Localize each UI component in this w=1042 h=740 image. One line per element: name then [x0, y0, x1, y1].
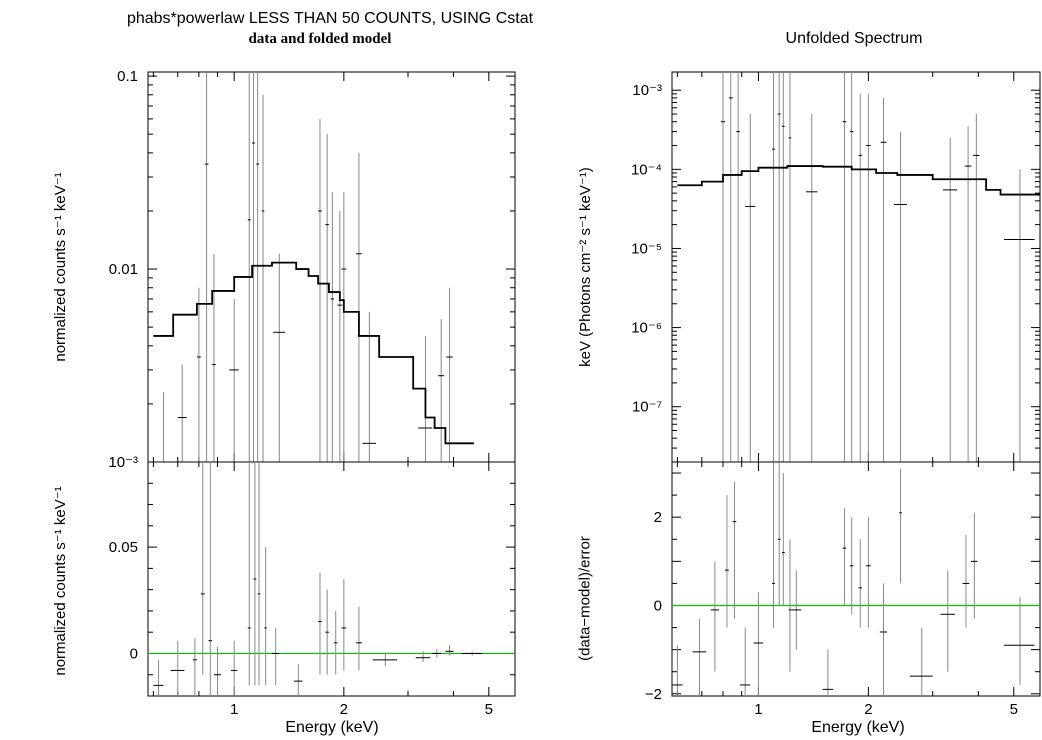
y-tick-label: 10⁻⁶ [631, 320, 662, 337]
plot-frame [147, 461, 516, 697]
right-bottom-y-axis-label: (data−model)/error [576, 536, 594, 661]
y-tick-label: −2 [645, 686, 662, 703]
plot-frame [671, 71, 1041, 463]
x-tick-label: 2 [340, 701, 348, 718]
model-step-line [677, 165, 1040, 196]
right-chart-title: Unfolded Spectrum [785, 30, 923, 47]
x-tick-label: 5 [1010, 701, 1018, 718]
y-tick-label: 10⁻⁷ [632, 399, 662, 416]
plot-frame [147, 71, 516, 463]
panel-right-bottom: 1 2 5 2 0 −2 [645, 461, 1041, 718]
model-step-line [153, 261, 474, 445]
x-tick-label: 1 [754, 701, 762, 718]
left-bottom-y-axis-label: normalized counts s⁻¹ keV⁻¹ [52, 486, 69, 676]
left-chart-title: phabs*powerlaw LESS THAN 50 COUNTS, USIN… [126, 10, 534, 27]
left-top-y-axis-label: normalized counts s⁻¹ keV⁻¹ [52, 172, 69, 362]
y-tick-label: 10⁻³ [108, 454, 138, 471]
panel-right-top: 10⁻³ 10⁻⁴ 10⁻⁵ 10⁻⁶ 10⁻⁷ [631, 71, 1041, 463]
y-tick-label: 0.1 [117, 68, 138, 85]
panel-left-bottom: 1 2 5 0.05 0 [109, 461, 516, 718]
left-chart-subtitle: data and folded model [248, 31, 392, 47]
x-tick-label: 2 [864, 701, 872, 718]
y-tick-label: 10⁻³ [632, 82, 662, 99]
y-tick-label: 10⁻⁴ [631, 161, 662, 178]
y-tick-label: 0 [654, 597, 662, 614]
y-tick-label: 0.05 [109, 539, 138, 556]
y-tick-label: 0 [130, 645, 138, 662]
right-x-axis-label: Energy (keV) [811, 719, 905, 736]
x-tick-label: 1 [230, 701, 238, 718]
left-x-axis-label: Energy (keV) [285, 719, 379, 736]
panel-left-top: 0.1 0.01 10⁻³ [108, 68, 516, 471]
y-tick-label: 2 [654, 509, 662, 526]
y-tick-label: 0.01 [109, 261, 138, 278]
plot-frame [671, 461, 1041, 697]
y-tick-label: 10⁻⁵ [631, 240, 662, 257]
right-top-y-axis-label: keV (Photons cm⁻² s⁻¹ keV⁻¹) [577, 167, 594, 367]
x-tick-label: 5 [485, 701, 493, 718]
